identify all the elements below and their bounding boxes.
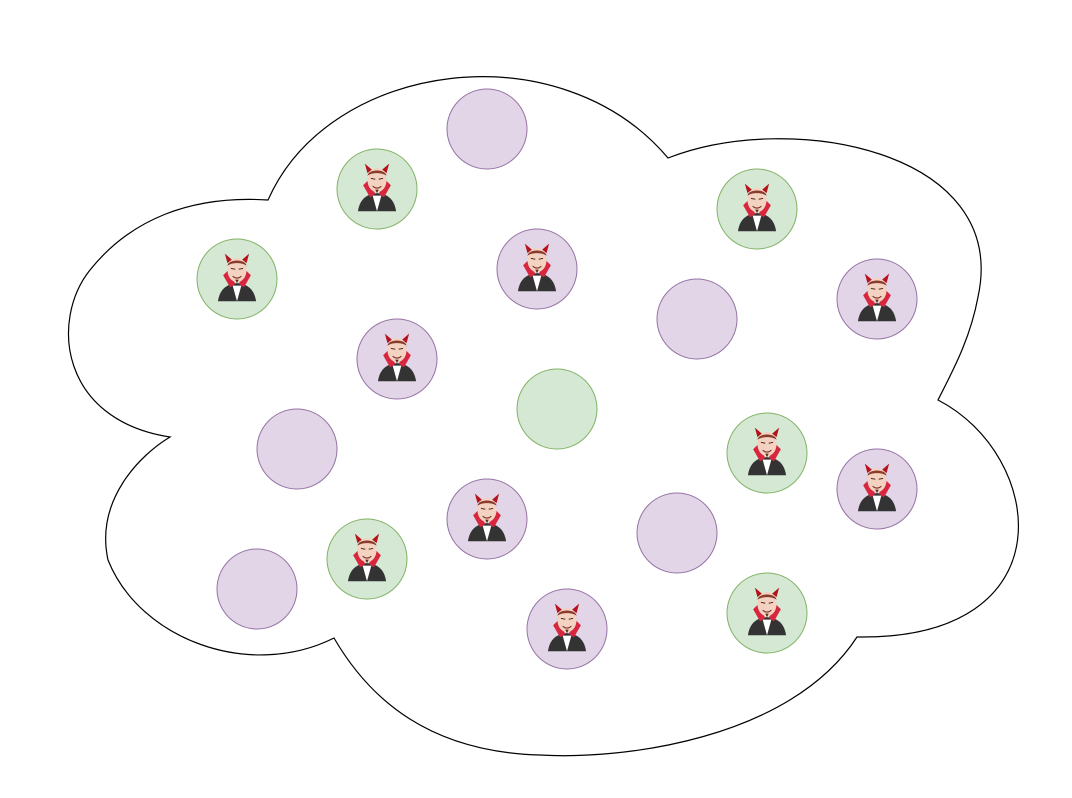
node-purple-devil[interactable] [836, 448, 918, 530]
purple-circle[interactable] [636, 492, 718, 574]
purple-circle[interactable] [446, 88, 528, 170]
green-circle[interactable] [516, 368, 598, 450]
node-green-devil[interactable] [326, 518, 408, 600]
node-green-devil[interactable] [726, 572, 808, 654]
node-purple[interactable] [256, 408, 338, 490]
node-purple[interactable] [636, 492, 718, 574]
node-green-devil[interactable] [726, 412, 808, 494]
node-green-devil[interactable] [716, 168, 798, 250]
purple-circle[interactable] [256, 408, 338, 490]
node-purple-devil[interactable] [446, 478, 528, 560]
node-purple-devil[interactable] [526, 588, 608, 670]
node-layer [196, 88, 918, 670]
node-purple-devil[interactable] [836, 258, 918, 340]
node-purple[interactable] [656, 278, 738, 360]
node-green-devil[interactable] [336, 148, 418, 230]
cloud-boundary [67, 76, 1019, 757]
node-purple-devil[interactable] [496, 228, 578, 310]
node-purple[interactable] [216, 548, 298, 630]
node-green[interactable] [516, 368, 598, 450]
node-purple[interactable] [446, 88, 528, 170]
node-green-devil[interactable] [196, 238, 278, 320]
purple-circle[interactable] [656, 278, 738, 360]
node-purple-devil[interactable] [356, 318, 438, 400]
purple-circle[interactable] [216, 548, 298, 630]
